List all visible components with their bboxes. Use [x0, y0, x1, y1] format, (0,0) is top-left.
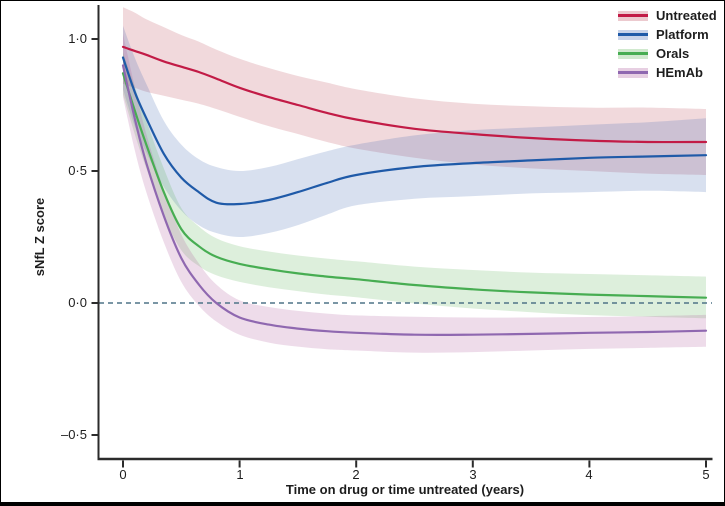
legend: Untreated Platform Orals HEmAb — [618, 6, 718, 82]
legend-label: Orals — [656, 46, 690, 61]
untreated-band — [123, 7, 706, 175]
untreated-line — [121, 45, 708, 144]
orals-band — [123, 52, 706, 319]
x-tick-label: 3 — [469, 467, 477, 482]
orals-line — [121, 72, 708, 299]
y-tick-label: 0·5 — [68, 163, 87, 178]
x-axis-title: Time on drug or time untreated (years) — [285, 482, 525, 497]
axes — [91, 5, 713, 468]
x-tick-label: 0 — [119, 467, 127, 482]
y-tick-label: 0·0 — [68, 295, 87, 310]
y-tick-label: –0·5 — [60, 427, 87, 442]
untreated-swatch-icon — [618, 10, 648, 21]
x-tick-label: 1 — [236, 467, 244, 482]
hemab-band — [123, 33, 706, 353]
platform-line — [121, 56, 708, 206]
hemab-swatch-icon — [618, 67, 648, 78]
legend-entry-untreated: Untreated — [618, 6, 718, 25]
x-tick-label: 5 — [702, 467, 710, 482]
legend-label: Untreated — [656, 8, 717, 23]
legend-entry-orals: Orals — [618, 44, 718, 63]
series-lines — [121, 45, 708, 336]
orals-swatch-icon — [618, 48, 648, 59]
y-axis-title: sNfL Z score — [32, 197, 47, 277]
legend-entry-hemab: HEmAb — [618, 63, 718, 82]
x-tick-label: 4 — [585, 467, 593, 482]
platform-swatch-icon — [618, 29, 648, 40]
platform-band — [123, 25, 706, 237]
x-tick-label: 2 — [352, 467, 360, 482]
hemab-line — [121, 64, 708, 336]
legend-entry-platform: Platform — [618, 25, 718, 44]
y-tick-label: 1·0 — [68, 31, 87, 46]
legend-label: HEmAb — [656, 65, 703, 80]
legend-label: Platform — [656, 27, 709, 42]
confidence-bands — [123, 7, 706, 353]
